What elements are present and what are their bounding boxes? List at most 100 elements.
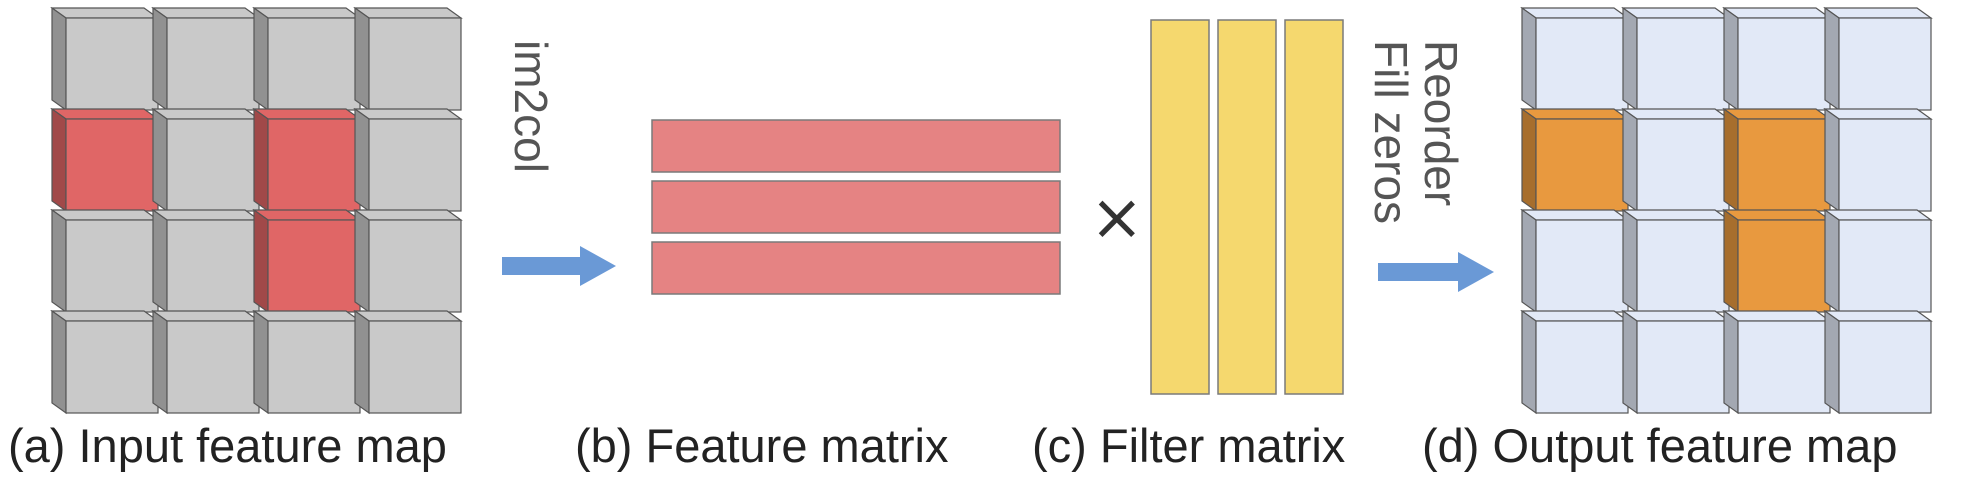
output-cell-top: [1621, 108, 1731, 120]
output-cell-side: [1622, 6, 1638, 112]
reorder-label: Reorder: [1415, 40, 1467, 207]
output-cell-side: [1622, 208, 1638, 314]
input-cell: [252, 6, 362, 112]
output-cell-top: [1621, 7, 1731, 19]
input-cell-top: [252, 209, 362, 221]
input-cell-front: [166, 219, 260, 313]
input-cell-side: [51, 6, 67, 112]
input-cell: [252, 208, 362, 314]
feature-matrix-row: [651, 119, 1061, 173]
input-cell-front: [65, 17, 159, 111]
input-cell-side: [51, 208, 67, 314]
input-cell-front: [166, 118, 260, 212]
output-cell-front: [1636, 118, 1730, 212]
output-cell-side: [1521, 107, 1537, 213]
output-cell-front: [1737, 118, 1831, 212]
input-cell-top: [353, 108, 463, 120]
output-cell-side: [1622, 309, 1638, 415]
output-cell-front: [1636, 17, 1730, 111]
output-cell-top: [1722, 7, 1832, 19]
input-cell: [151, 6, 261, 112]
caption-feature-matrix: (b) Feature matrix: [575, 419, 949, 472]
output-cell-front: [1535, 320, 1629, 414]
output-cell-top: [1823, 310, 1933, 322]
arrow-shaft: [502, 257, 586, 275]
output-cell: [1621, 6, 1731, 112]
feature-matrix: [651, 119, 1061, 295]
input-cell-side: [354, 309, 370, 415]
input-cell: [252, 309, 362, 415]
input-cell-front: [267, 219, 361, 313]
arrow-head: [580, 246, 616, 286]
filter-matrix-column: [1217, 19, 1277, 395]
input-cell: [50, 107, 160, 213]
input-cell-side: [253, 6, 269, 112]
output-cell: [1823, 6, 1933, 112]
output-cell: [1722, 309, 1832, 415]
input-cell-top: [353, 209, 463, 221]
output-cell: [1621, 107, 1731, 213]
caption-output-feature-map: (d) Output feature map: [1422, 419, 1898, 472]
output-cell-front: [1838, 320, 1932, 414]
output-cell-side: [1723, 208, 1739, 314]
output-cell-top: [1722, 209, 1832, 221]
input-cell-top: [50, 7, 160, 19]
output-cell-side: [1824, 208, 1840, 314]
output-cell: [1621, 208, 1731, 314]
input-cell-top: [252, 310, 362, 322]
output-cell-front: [1838, 219, 1932, 313]
output-cell: [1520, 309, 1630, 415]
filter-matrix-column: [1150, 19, 1210, 395]
output-cell: [1722, 6, 1832, 112]
output-cell-top: [1722, 310, 1832, 322]
output-cell: [1722, 107, 1832, 213]
input-cell-top: [50, 310, 160, 322]
output-cell-top: [1520, 310, 1630, 322]
input-cell-top: [50, 209, 160, 221]
output-cell-top: [1823, 209, 1933, 221]
multiply-operator: ×: [1090, 181, 1144, 255]
input-cell-side: [354, 6, 370, 112]
input-cell: [353, 208, 463, 314]
input-cell-front: [65, 320, 159, 414]
input-cell-front: [368, 118, 462, 212]
output-cell-front: [1838, 17, 1932, 111]
input-cell-side: [253, 208, 269, 314]
input-cell-top: [252, 108, 362, 120]
input-cell-front: [267, 118, 361, 212]
input-cell: [353, 107, 463, 213]
output-cell-top: [1621, 310, 1731, 322]
input-cell-top: [252, 7, 362, 19]
output-cell-top: [1520, 108, 1630, 120]
output-cell-front: [1535, 17, 1629, 111]
input-cell-front: [166, 320, 260, 414]
feature-matrix-row: [651, 241, 1061, 295]
input-cell-front: [267, 17, 361, 111]
output-cell-front: [1535, 118, 1629, 212]
input-cell-front: [368, 17, 462, 111]
fill-zeros-label: Fill zeros: [1365, 40, 1417, 225]
reorder-arrow: [1378, 252, 1494, 292]
output-cell-side: [1521, 309, 1537, 415]
input-cell: [151, 309, 261, 415]
input-cell-side: [152, 107, 168, 213]
output-cell: [1823, 208, 1933, 314]
input-cell-side: [354, 107, 370, 213]
output-cell-top: [1823, 7, 1933, 19]
output-cell-side: [1824, 6, 1840, 112]
output-feature-map: [1520, 6, 1933, 415]
im2col-label: im2col: [505, 40, 557, 173]
output-cell-front: [1636, 219, 1730, 313]
input-cell-side: [152, 6, 168, 112]
input-cell-side: [152, 208, 168, 314]
output-cell-front: [1535, 219, 1629, 313]
output-cell-top: [1823, 108, 1933, 120]
input-cell: [50, 6, 160, 112]
input-cell-front: [368, 219, 462, 313]
output-cell-side: [1824, 107, 1840, 213]
output-cell-side: [1723, 6, 1739, 112]
input-cell-front: [65, 118, 159, 212]
output-cell-top: [1520, 209, 1630, 221]
input-cell-side: [152, 309, 168, 415]
